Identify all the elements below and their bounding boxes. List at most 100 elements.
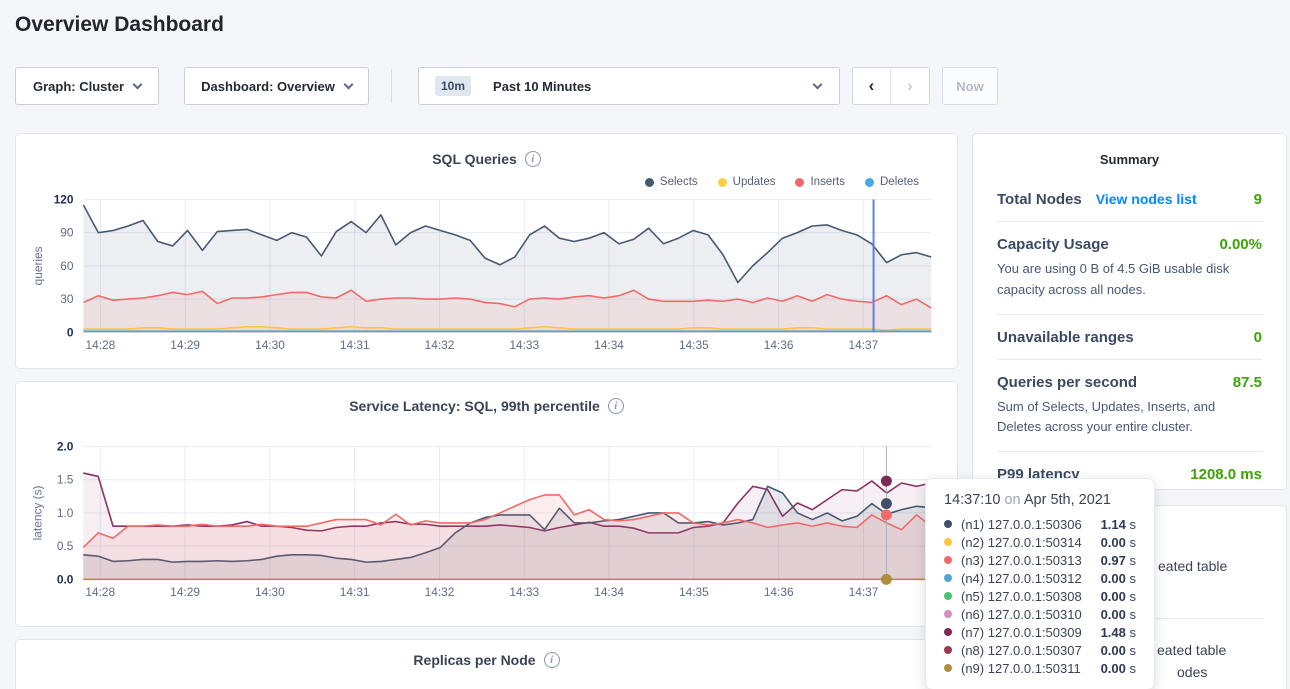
legend-dot-icon	[644, 177, 654, 187]
legend-dot-icon	[865, 177, 874, 187]
node-color-dot-icon	[944, 664, 952, 672]
chevron-down-icon	[132, 79, 143, 89]
divider	[997, 313, 1262, 315]
sql-queries-chart[interactable]: 0 30 60 90 120 14:28 14:29 14:30 14:31 14:32 14:33…	[16, 134, 957, 368]
time-range-dropdown[interactable]: 10m Past 10 Minutes	[418, 67, 840, 105]
replicas-per-node-title: Replicas per Node	[413, 652, 536, 668]
svg-text:queries: queries	[31, 246, 45, 285]
page-title: Overview Dashboard	[15, 13, 224, 36]
svg-text:0: 0	[67, 325, 74, 339]
chevron-down-icon	[812, 79, 823, 89]
queries-per-second-label: Queries per second	[997, 373, 1138, 391]
legend-dot-icon	[795, 177, 805, 187]
time-step-group: ‹ ›	[852, 67, 930, 105]
chevron-down-icon	[343, 79, 354, 89]
divider	[997, 221, 1262, 222]
svg-text:14:28: 14:28	[85, 585, 115, 599]
svg-text:14:32: 14:32	[425, 338, 455, 352]
total-nodes-value: 9	[1253, 191, 1262, 208]
event-item: odes	[1177, 664, 1208, 680]
svg-text:14:29: 14:29	[170, 585, 200, 599]
node-color-dot-icon	[944, 538, 952, 546]
svg-text:14:28: 14:28	[86, 338, 116, 352]
info-icon[interactable]: i	[543, 652, 560, 668]
dashboard-dropdown-label: Dashboard: Overview	[201, 78, 335, 94]
svg-text:120: 120	[54, 192, 74, 206]
tooltip-node-row: (n8) 127.0.0.1:50307 0.00 s	[944, 641, 1136, 659]
tooltip-node-row: (n6) 127.0.0.1:50310 0.00 s	[944, 605, 1136, 623]
svg-text:14:36: 14:36	[764, 338, 794, 352]
queries-per-second-value: 87.5	[1232, 373, 1262, 391]
svg-text:14:33: 14:33	[509, 585, 539, 599]
service-latency-panel: Service Latency: SQL, 99th percentile i …	[15, 381, 958, 627]
legend-dot-icon	[717, 177, 727, 187]
tooltip-node-row: (n5) 127.0.0.1:50308 0.00 s	[944, 587, 1136, 605]
node-color-dot-icon	[944, 520, 952, 528]
legend-item[interactable]: Inserts	[795, 176, 845, 188]
tooltip-node-row: (n4) 127.0.0.1:50312 0.00 s	[944, 569, 1136, 587]
node-color-dot-icon	[944, 610, 952, 618]
capacity-usage-value: 0.00%	[1219, 236, 1262, 253]
tooltip-node-row: (n1) 127.0.0.1:50306 1.14 s	[944, 515, 1136, 533]
time-step-back-button[interactable]: ‹	[853, 68, 891, 104]
svg-text:14:35: 14:35	[679, 338, 709, 352]
tooltip-node-list: (n1) 127.0.0.1:50306 1.14 s (n2) 127.0.0.1…	[944, 515, 1136, 677]
node-color-dot-icon	[944, 574, 952, 582]
tooltip-node-row: (n2) 127.0.0.1:50314 0.00 s	[944, 533, 1136, 551]
dashboard-dropdown[interactable]: Dashboard: Overview	[184, 67, 369, 105]
svg-text:14:32: 14:32	[425, 585, 455, 599]
svg-text:14:31: 14:31	[340, 338, 370, 352]
chart-legend: Selects Updates Inserts Deletes	[644, 176, 919, 188]
svg-text:1.5: 1.5	[57, 473, 74, 487]
summary-heading: Summary	[1099, 152, 1160, 167]
svg-text:14:34: 14:34	[594, 585, 624, 599]
svg-text:14:34: 14:34	[594, 338, 624, 352]
total-nodes-label: Total Nodes	[997, 191, 1082, 208]
info-icon[interactable]: i	[607, 398, 624, 414]
legend-item[interactable]: Selects	[644, 176, 698, 188]
svg-text:14:30: 14:30	[255, 338, 285, 352]
svg-text:2.0: 2.0	[57, 439, 74, 453]
capacity-usage-label: Capacity Usage	[997, 236, 1109, 253]
svg-text:14:37: 14:37	[849, 338, 879, 352]
p99-latency-value: 1208.0 ms	[1190, 466, 1262, 484]
now-button[interactable]: Now	[942, 67, 998, 105]
replicas-per-node-panel: Replicas per Node i	[15, 639, 958, 689]
tooltip-node-row: (n3) 127.0.0.1:50313 0.97 s	[944, 551, 1136, 569]
event-item: eated table	[1158, 558, 1228, 574]
time-step-forward-button[interactable]: ›	[891, 68, 929, 104]
svg-text:14:31: 14:31	[340, 585, 370, 599]
svg-text:14:35: 14:35	[679, 585, 709, 599]
svg-text:90: 90	[60, 226, 74, 240]
event-item: eated table	[1157, 642, 1227, 658]
time-range-badge: 10m	[435, 76, 472, 96]
legend-item[interactable]: Updates	[717, 176, 775, 188]
tooltip-node-row: (n9) 127.0.0.1:50311 0.00 s	[944, 659, 1136, 677]
info-icon[interactable]: i	[524, 151, 541, 167]
unavailable-ranges-value: 0	[1253, 328, 1262, 346]
legend-item[interactable]: Deletes	[865, 176, 919, 188]
svg-text:14:37: 14:37	[849, 585, 879, 599]
node-color-dot-icon	[944, 646, 952, 654]
node-color-dot-icon	[944, 592, 952, 600]
unavailable-ranges-label: Unavailable ranges	[997, 328, 1134, 346]
service-latency-chart[interactable]: 0.0 0.5 1.0 1.5 2.0 14:28 14:29 14:30 14:31 14:32…	[16, 382, 957, 626]
tooltip-node-row: (n7) 127.0.0.1:50309 1.48 s	[944, 623, 1136, 641]
tooltip-timestamp: 14:37:10 on Apr 5th, 2021	[944, 492, 1111, 508]
toolbar-divider	[391, 69, 392, 103]
svg-text:0.0: 0.0	[57, 572, 74, 586]
svg-text:1.0: 1.0	[57, 506, 74, 520]
divider	[997, 451, 1262, 453]
graph-dropdown-label: Graph: Cluster	[32, 78, 124, 94]
view-nodes-list-link[interactable]: View nodes list	[1095, 191, 1197, 207]
node-color-dot-icon	[944, 628, 952, 636]
graph-dropdown[interactable]: Graph: Cluster	[15, 67, 159, 105]
chart-hover-tooltip: 14:37:10 on Apr 5th, 2021 (n1) 127.0.0.1…	[925, 478, 1155, 689]
svg-text:14:30: 14:30	[255, 585, 285, 599]
svg-text:30: 30	[60, 292, 74, 306]
svg-text:latency (s): latency (s)	[31, 485, 45, 540]
summary-panel: Summary Total Nodes View nodes list 9 Ca…	[972, 133, 1287, 490]
sql-queries-panel: SQL Queries i Selects Updates Inserts Delet…	[15, 133, 958, 369]
divider	[997, 358, 1262, 360]
